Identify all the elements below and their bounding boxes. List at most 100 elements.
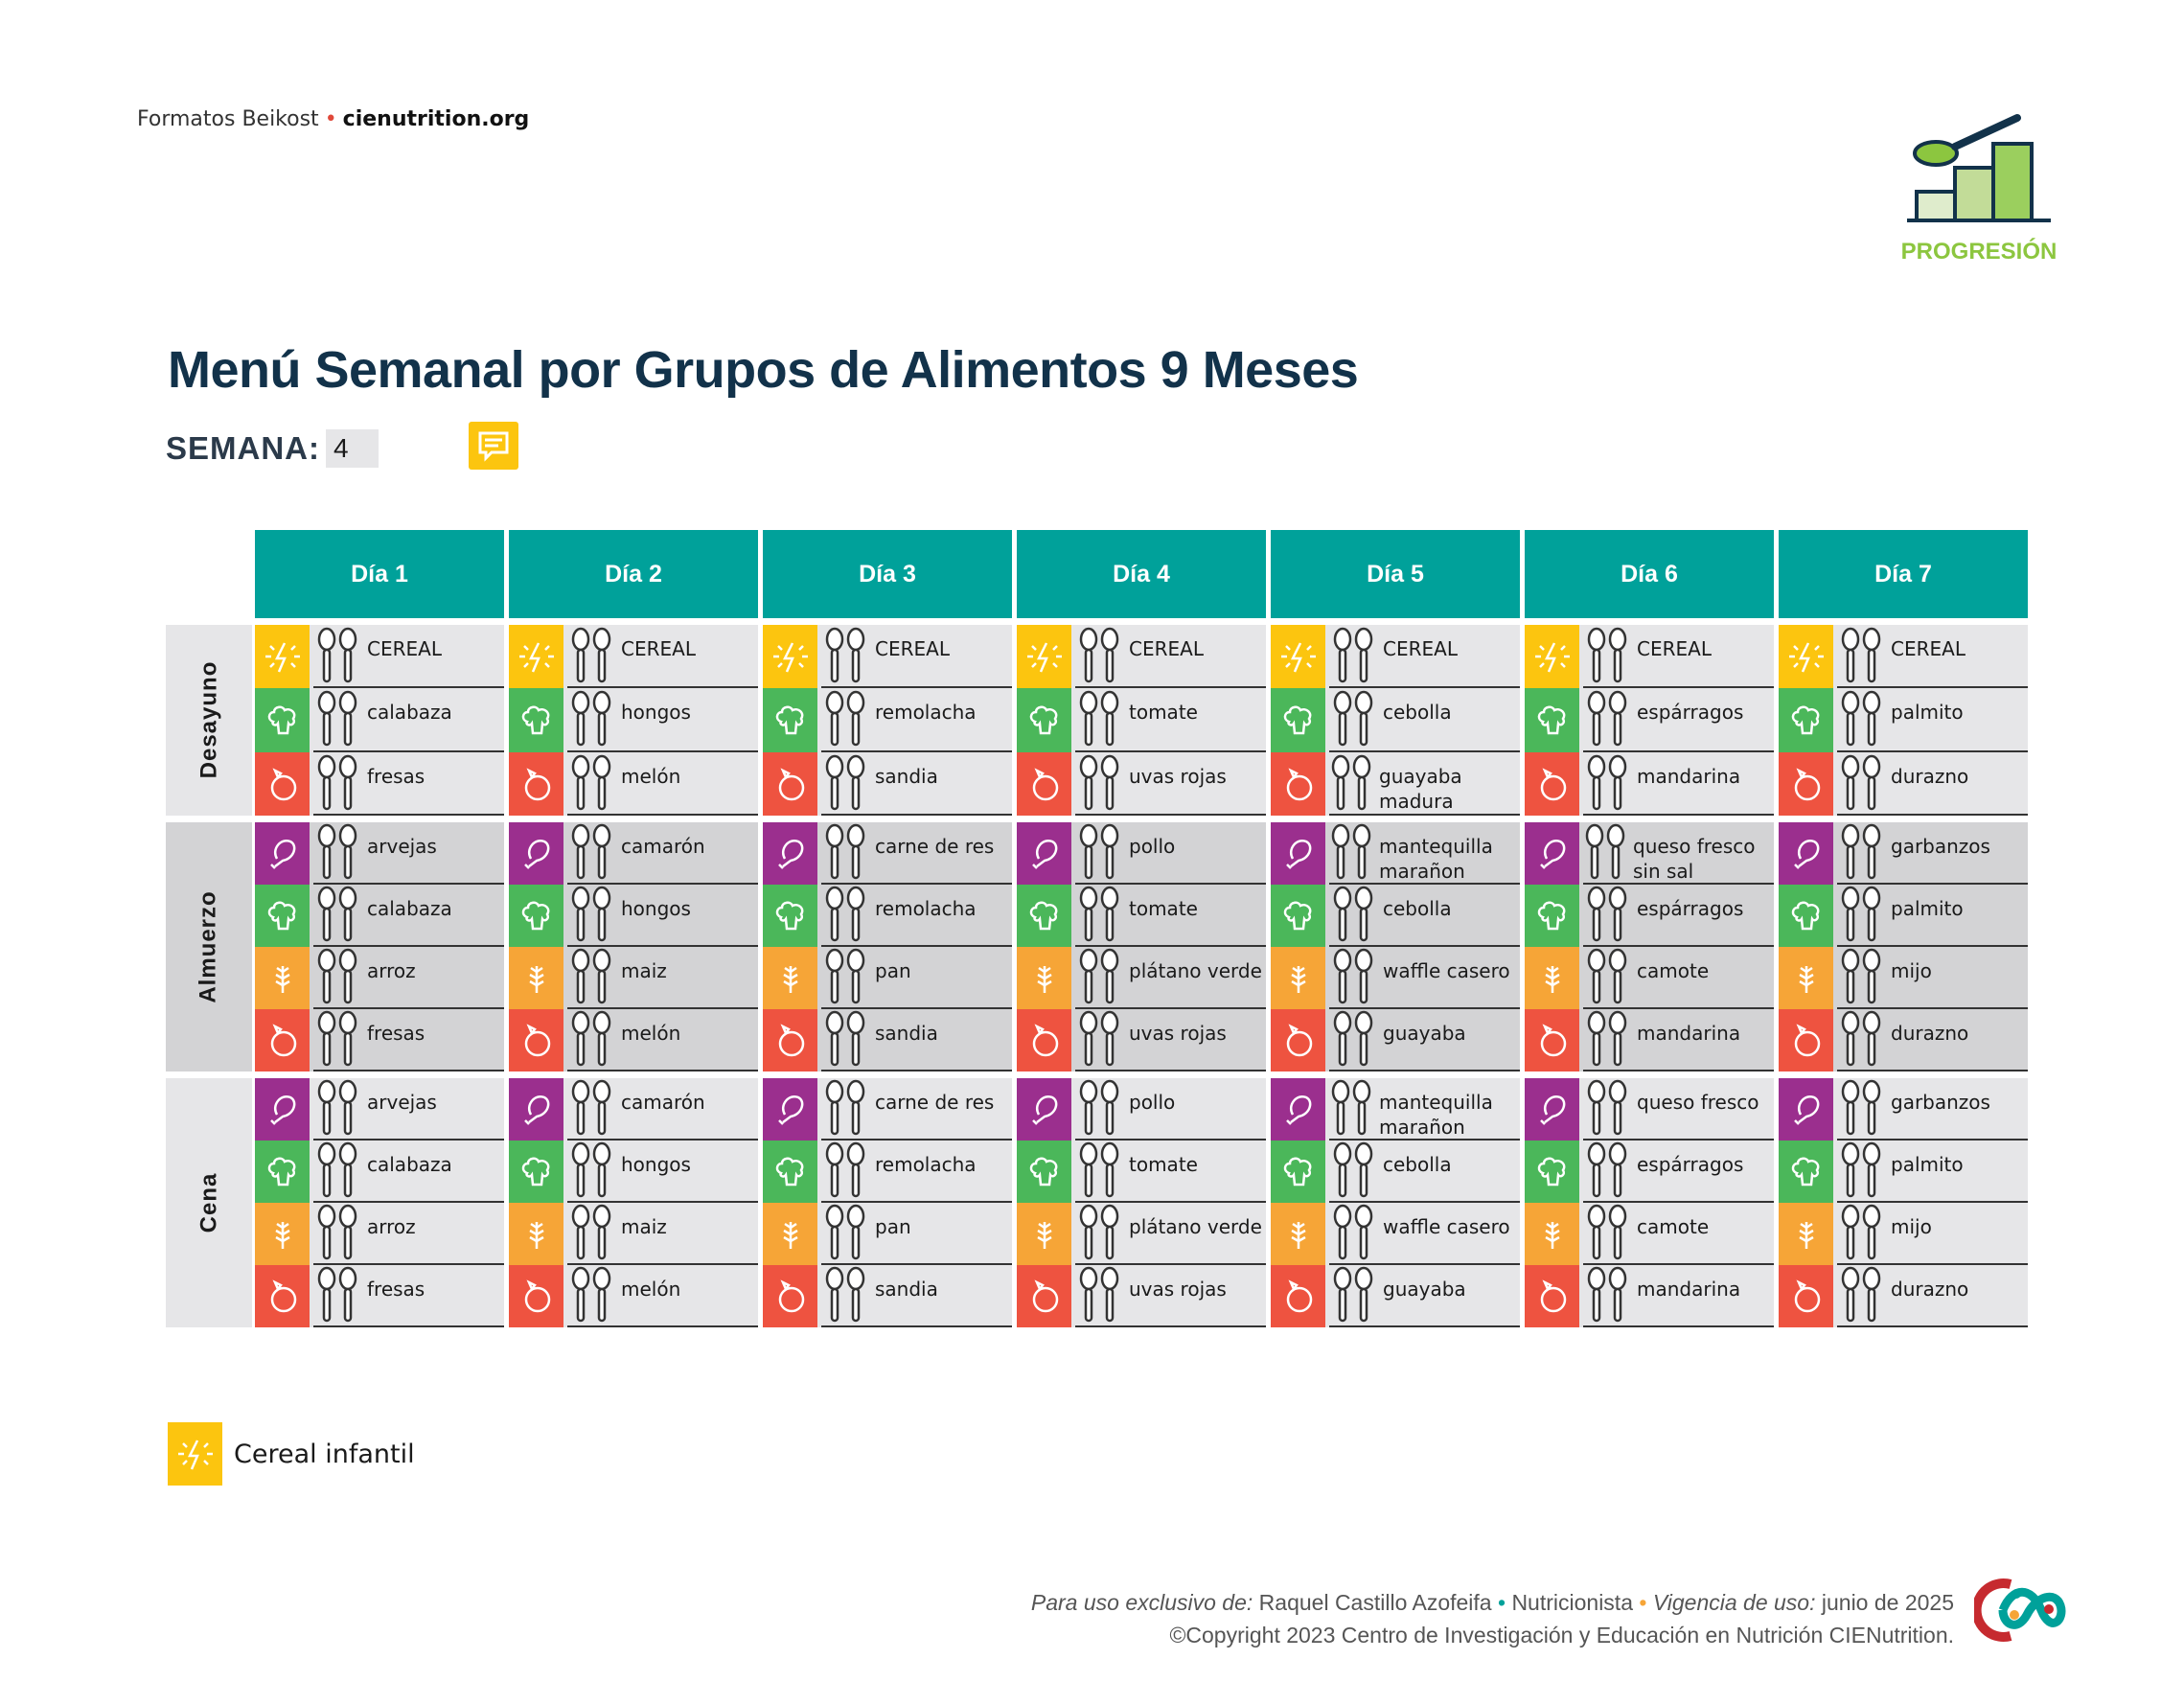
menu-cell[interactable]: cebolla bbox=[1271, 884, 1520, 947]
menu-cell[interactable]: fresas bbox=[255, 1264, 504, 1327]
spoons-icon bbox=[571, 1011, 611, 1067]
menu-cell[interactable]: queso fresco bbox=[1525, 1077, 1774, 1141]
menu-cell[interactable]: garbanzos bbox=[1779, 1077, 2028, 1141]
food-item: hongos bbox=[621, 896, 691, 920]
menu-cell[interactable]: fresas bbox=[255, 1008, 504, 1071]
menu-cell[interactable]: CEREAL bbox=[1779, 625, 2028, 689]
wheat-icon bbox=[1290, 966, 1306, 994]
menu-cell[interactable]: camarón bbox=[509, 821, 758, 885]
menu-cell[interactable]: maiz bbox=[509, 1202, 758, 1265]
menu-cell[interactable]: CEREAL bbox=[509, 625, 758, 689]
menu-cell[interactable]: guayaba bbox=[1271, 1008, 1520, 1071]
food-group-badge bbox=[1525, 1264, 1579, 1327]
food-item: sandia bbox=[875, 1021, 938, 1045]
menu-cell[interactable]: sandia bbox=[763, 1008, 1012, 1071]
menu-cell[interactable]: carne de res bbox=[763, 821, 1012, 885]
menu-cell[interactable]: durazno bbox=[1779, 751, 2028, 816]
spoons-icon bbox=[1333, 1267, 1373, 1323]
food-group-badge bbox=[763, 688, 817, 752]
menu-cell[interactable]: remolacha bbox=[763, 884, 1012, 947]
menu-cell[interactable]: mandarina bbox=[1525, 1008, 1774, 1071]
menu-cell[interactable]: calabaza bbox=[255, 688, 504, 752]
menu-cell[interactable]: plátano verde bbox=[1017, 1202, 1266, 1265]
menu-cell[interactable]: uvas rojas bbox=[1017, 751, 1266, 816]
menu-cell[interactable]: pollo bbox=[1017, 1077, 1266, 1141]
menu-cell[interactable]: CEREAL bbox=[1017, 625, 1266, 689]
lightning-icon bbox=[264, 642, 300, 673]
menu-cell[interactable]: calabaza bbox=[255, 1140, 504, 1203]
broccoli-icon bbox=[521, 1157, 549, 1187]
menu-cell[interactable]: uvas rojas bbox=[1017, 1008, 1266, 1071]
menu-cell[interactable]: remolacha bbox=[763, 1140, 1012, 1203]
apple-icon bbox=[524, 768, 550, 800]
menu-cell[interactable]: mijo bbox=[1779, 1202, 2028, 1265]
menu-cell[interactable]: waffle casero bbox=[1271, 1202, 1520, 1265]
menu-cell[interactable]: cebolla bbox=[1271, 1140, 1520, 1203]
menu-cell[interactable]: tomate bbox=[1017, 884, 1266, 947]
spoons-icon bbox=[1587, 1142, 1627, 1198]
menu-cell[interactable]: espárragos bbox=[1525, 1140, 1774, 1203]
comment-button[interactable] bbox=[469, 422, 518, 470]
copyright: ©Copyright 2023 Centro de Investigación … bbox=[1169, 1623, 1954, 1647]
drumstick-icon bbox=[777, 840, 803, 870]
menu-cell[interactable]: palmito bbox=[1779, 1140, 2028, 1203]
menu-cell[interactable]: camote bbox=[1525, 946, 1774, 1009]
drumstick-icon bbox=[269, 840, 295, 870]
menu-cell[interactable]: guayaba bbox=[1271, 1264, 1520, 1327]
food-item: fresas bbox=[367, 1277, 425, 1301]
menu-cell[interactable]: waffle casero bbox=[1271, 946, 1520, 1009]
menu-cell[interactable]: maiz bbox=[509, 946, 758, 1009]
menu-cell[interactable]: palmito bbox=[1779, 688, 2028, 752]
menu-cell[interactable]: tomate bbox=[1017, 688, 1266, 752]
menu-cell[interactable]: mantequilla marañon bbox=[1271, 1077, 1520, 1141]
menu-cell[interactable]: durazno bbox=[1779, 1008, 2028, 1071]
menu-cell[interactable]: fresas bbox=[255, 751, 504, 816]
menu-cell[interactable]: carne de res bbox=[763, 1077, 1012, 1141]
week-input[interactable]: 4 bbox=[326, 429, 379, 468]
menu-cell[interactable]: guayaba madura bbox=[1271, 751, 1520, 816]
menu-cell[interactable]: pan bbox=[763, 946, 1012, 1009]
menu-cell[interactable]: calabaza bbox=[255, 884, 504, 947]
menu-cell[interactable]: arroz bbox=[255, 1202, 504, 1265]
menu-cell[interactable]: sandia bbox=[763, 1264, 1012, 1327]
menu-cell[interactable]: mijo bbox=[1779, 946, 2028, 1009]
menu-cell[interactable]: melón bbox=[509, 751, 758, 816]
menu-cell[interactable]: mandarina bbox=[1525, 751, 1774, 816]
menu-cell[interactable]: hongos bbox=[509, 688, 758, 752]
menu-cell[interactable]: garbanzos bbox=[1779, 821, 2028, 885]
menu-cell[interactable]: palmito bbox=[1779, 884, 2028, 947]
menu-cell[interactable]: queso fresco sin sal bbox=[1525, 821, 1774, 885]
menu-cell[interactable]: pollo bbox=[1017, 821, 1266, 885]
menu-cell[interactable]: durazno bbox=[1779, 1264, 2028, 1327]
menu-cell[interactable]: hongos bbox=[509, 884, 758, 947]
menu-cell[interactable]: arvejas bbox=[255, 1077, 504, 1141]
menu-cell[interactable]: camote bbox=[1525, 1202, 1774, 1265]
menu-cell[interactable]: sandia bbox=[763, 751, 1012, 816]
lightning-icon bbox=[1026, 642, 1062, 673]
menu-cell[interactable]: melón bbox=[509, 1008, 758, 1071]
menu-cell[interactable]: cebolla bbox=[1271, 688, 1520, 752]
menu-cell[interactable]: espárragos bbox=[1525, 688, 1774, 752]
menu-cell[interactable]: CEREAL bbox=[1525, 625, 1774, 689]
menu-cell[interactable]: camarón bbox=[509, 1077, 758, 1141]
wheat-icon bbox=[1544, 1222, 1560, 1250]
food-item: garbanzos bbox=[1891, 1090, 1990, 1114]
menu-cell[interactable]: melón bbox=[509, 1264, 758, 1327]
menu-cell[interactable]: tomate bbox=[1017, 1140, 1266, 1203]
menu-cell[interactable]: pan bbox=[763, 1202, 1012, 1265]
apple-icon bbox=[778, 1279, 804, 1313]
menu-cell[interactable]: mantequilla marañon bbox=[1271, 821, 1520, 885]
menu-cell[interactable]: remolacha bbox=[763, 688, 1012, 752]
menu-cell[interactable]: hongos bbox=[509, 1140, 758, 1203]
menu-cell[interactable]: CEREAL bbox=[255, 625, 504, 689]
food-item: remolacha bbox=[875, 1152, 977, 1176]
menu-cell[interactable]: espárragos bbox=[1525, 884, 1774, 947]
menu-cell[interactable]: arroz bbox=[255, 946, 504, 1009]
menu-cell[interactable]: mandarina bbox=[1525, 1264, 1774, 1327]
menu-cell[interactable]: uvas rojas bbox=[1017, 1264, 1266, 1327]
menu-cell[interactable]: arvejas bbox=[255, 821, 504, 885]
menu-cell[interactable]: CEREAL bbox=[1271, 625, 1520, 689]
menu-cell[interactable]: CEREAL bbox=[763, 625, 1012, 689]
food-group-badge bbox=[763, 625, 817, 689]
menu-cell[interactable]: plátano verde bbox=[1017, 946, 1266, 1009]
